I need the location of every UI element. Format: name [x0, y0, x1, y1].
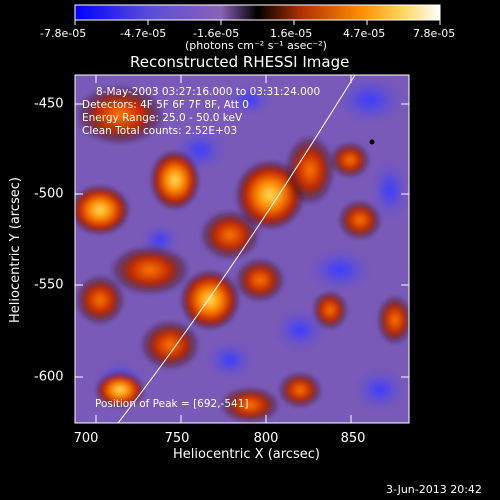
x-tick-label: 700 [74, 432, 99, 445]
time-range-text: 8-May-2003 03:27:16.000 to 03:31:24.000 [96, 87, 320, 98]
x-axis-label: Heliocentric X (arcsec) [173, 448, 320, 461]
y-tick-label: -550 [34, 279, 64, 292]
peak-marker [370, 140, 375, 145]
image-title: Reconstructed RHESSI Image [130, 55, 349, 70]
colorbar-tick-label: 7.8e-05 [413, 28, 455, 39]
timestamp: 3-Jun-2013 20:42 [386, 484, 482, 495]
colorbar [75, 5, 440, 20]
colorbar-units: (photons cm⁻² s⁻¹ asec⁻²) [185, 40, 327, 51]
y-tick-label: -450 [34, 98, 64, 111]
colorbar-ticks [75, 20, 440, 25]
colorbar-tick-label: -1.6e-05 [193, 28, 239, 39]
detectors-text: Detectors: 4F 5F 6F 7F 8F, Att 0 [82, 100, 249, 111]
x-tick-label: 800 [254, 432, 279, 445]
peak-position-text: Position of Peak = [692,-541] [95, 399, 249, 410]
x-tick-label: 750 [165, 432, 190, 445]
x-tick-label: 850 [341, 432, 366, 445]
colorbar-tick-label: -4.7e-05 [120, 28, 166, 39]
y-tick-label: -500 [34, 188, 64, 201]
y-tick-label: -600 [34, 371, 64, 384]
colorbar-tick-label: -7.8e-05 [40, 28, 86, 39]
energy-range-text: Energy Range: 25.0 - 50.0 keV [82, 113, 242, 124]
colorbar-tick-label: 1.6e-05 [270, 28, 312, 39]
y-axis-label: Heliocentric Y (arcsec) [8, 177, 23, 323]
clean-counts-text: Clean Total counts: 2.52E+03 [82, 126, 237, 137]
colorbar-tick-label: 4.7e-05 [343, 28, 385, 39]
